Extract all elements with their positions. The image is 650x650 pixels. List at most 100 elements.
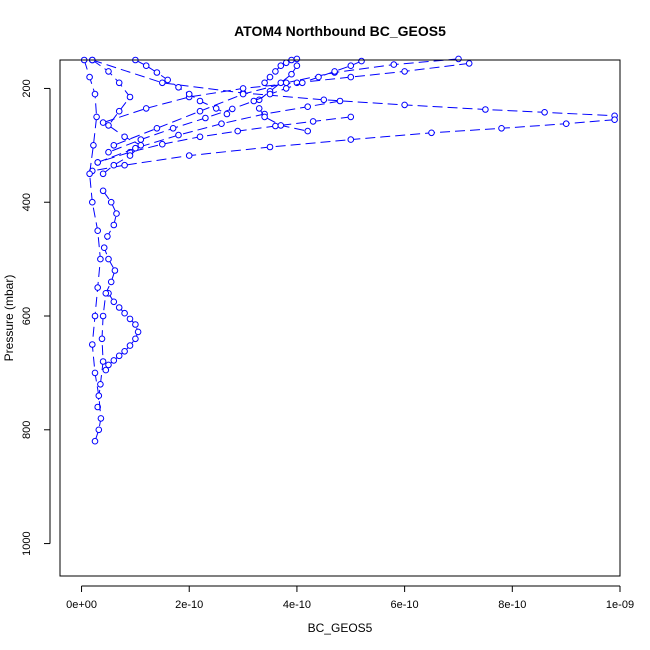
data-point — [282, 79, 290, 87]
series-3 — [99, 60, 473, 126]
y-tick-label: 400 — [21, 193, 33, 211]
data-point — [121, 133, 128, 141]
data-point — [390, 61, 398, 68]
data-point — [175, 131, 182, 139]
data-point — [288, 70, 295, 78]
data-point — [99, 119, 107, 126]
data-point — [164, 76, 171, 84]
data-point — [91, 90, 99, 98]
data-point — [110, 142, 118, 149]
data-point — [175, 84, 182, 91]
y-tick-label: 600 — [21, 307, 33, 325]
data-point — [142, 62, 150, 69]
data-point — [99, 170, 107, 178]
data-point — [482, 106, 489, 113]
data-point — [86, 170, 93, 178]
data-point — [153, 125, 161, 132]
series-2 — [89, 116, 618, 175]
data-point — [282, 59, 290, 67]
data-point — [97, 415, 105, 422]
data-point — [153, 69, 161, 76]
data-point — [132, 144, 139, 152]
data-point — [100, 244, 108, 251]
x-tick-label: 0e+00 — [66, 599, 97, 611]
data-point — [223, 110, 231, 118]
data-point — [89, 341, 96, 348]
data-point — [115, 304, 123, 311]
plot-data — [80, 55, 618, 445]
data-point — [304, 127, 312, 135]
series-6 — [110, 55, 462, 149]
data-point — [239, 90, 247, 98]
data-point — [261, 113, 268, 121]
y-tick-label: 800 — [21, 421, 33, 439]
data-point — [611, 116, 618, 123]
data-point — [315, 73, 322, 81]
data-point — [541, 109, 548, 116]
data-point — [255, 105, 263, 112]
data-point — [401, 101, 408, 109]
data-point — [110, 161, 118, 169]
data-point — [95, 426, 103, 434]
series-4 — [94, 113, 355, 166]
chart-title: ATOM4 Northbound BC_GEOS5 — [234, 23, 446, 39]
data-point — [218, 120, 225, 127]
data-point — [86, 73, 93, 81]
data-point — [196, 97, 204, 105]
data-point — [121, 309, 128, 317]
data-point — [97, 381, 104, 388]
series-line — [92, 59, 615, 117]
data-point — [299, 79, 306, 87]
data-point — [98, 335, 106, 343]
data-point — [169, 125, 177, 132]
data-point — [105, 361, 112, 369]
series-8 — [132, 56, 231, 118]
data-point — [126, 93, 134, 101]
data-point — [239, 85, 247, 92]
y-tick-label: 200 — [21, 79, 33, 97]
data-point — [266, 73, 274, 81]
x-axis-label: BC_GEOS5 — [308, 621, 373, 635]
data-point — [277, 122, 285, 129]
data-point — [266, 143, 274, 151]
x-tick-label: 8e-10 — [498, 599, 526, 611]
data-point — [562, 120, 570, 127]
data-point — [94, 284, 101, 291]
data-point — [105, 68, 112, 75]
data-point — [95, 392, 103, 400]
data-point — [105, 255, 112, 263]
data-point — [90, 142, 97, 149]
data-point — [272, 68, 279, 75]
data-point — [126, 152, 134, 159]
data-point — [105, 148, 112, 156]
data-point — [159, 79, 166, 87]
data-point — [93, 113, 100, 121]
series-11 — [94, 187, 120, 411]
data-point — [91, 312, 99, 320]
data-point — [115, 79, 123, 87]
data-point — [94, 227, 101, 234]
data-point — [196, 133, 204, 141]
data-point — [110, 221, 118, 229]
data-point — [121, 348, 128, 355]
data-point — [347, 136, 355, 143]
plot-frame — [59, 59, 621, 577]
x-tick-label: 4e-10 — [283, 599, 311, 611]
data-point — [293, 55, 301, 63]
data-point — [331, 68, 338, 75]
y-axis-label: Pressure (mbar) — [2, 275, 16, 362]
data-point — [134, 328, 142, 336]
data-point — [320, 96, 328, 104]
data-point — [428, 129, 435, 137]
data-point — [115, 352, 123, 360]
data-point — [277, 62, 285, 69]
data-point — [455, 55, 462, 63]
data-point — [159, 140, 166, 148]
data-point — [105, 122, 112, 129]
data-point — [137, 142, 145, 149]
x-tick-label: 6e-10 — [391, 599, 419, 611]
data-point — [498, 125, 505, 132]
data-point — [99, 358, 107, 365]
data-point — [91, 369, 99, 377]
